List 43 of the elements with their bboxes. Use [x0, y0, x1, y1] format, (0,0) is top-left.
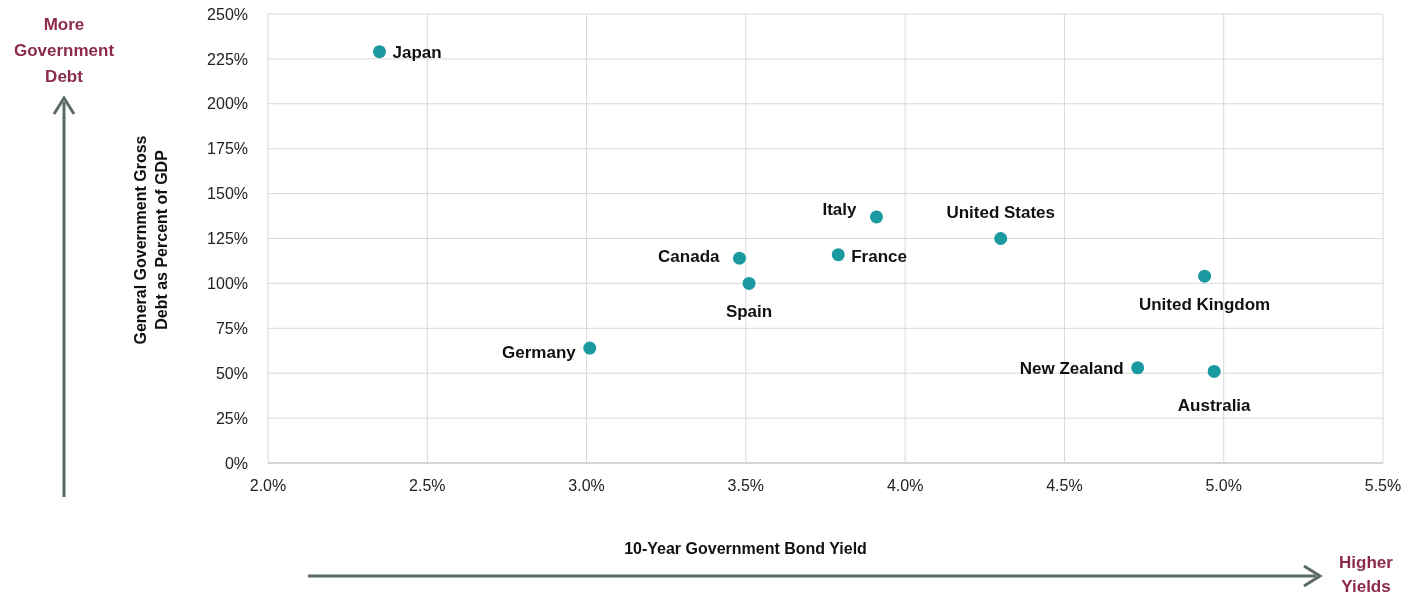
point — [1131, 361, 1145, 375]
point — [742, 276, 756, 290]
y-tick-label: 25% — [215, 409, 248, 427]
x-tick-label: 3.0% — [568, 477, 605, 494]
x-tick-label: 4.5% — [1046, 477, 1083, 494]
point — [1198, 269, 1212, 283]
annotation: Australia — [1177, 396, 1252, 416]
annotation: United Kingdom — [1138, 295, 1271, 315]
y-tick-label: 250% — [207, 5, 248, 23]
y-tick-label: 0% — [224, 454, 248, 472]
annotation: Germany — [502, 343, 577, 363]
y-tick-label: 200% — [207, 95, 248, 113]
y-tick-label: 50% — [215, 364, 248, 382]
annotation: Italy — [822, 199, 857, 219]
point — [869, 210, 883, 224]
text: More Government Debt — [13, 15, 115, 86]
y-tick-label: 75% — [215, 319, 248, 337]
y-tick-label: 150% — [207, 185, 248, 203]
annotation: Canada — [658, 247, 721, 267]
point — [1207, 364, 1221, 378]
x-tick-label: 4.0% — [886, 477, 924, 494]
point — [831, 248, 845, 262]
y-tick-label: 100% — [207, 275, 248, 292]
x-tick-label: 2.0% — [249, 477, 287, 494]
annotation: New Zealand — [1019, 358, 1124, 378]
point — [732, 251, 746, 265]
y-tick-label: 225% — [207, 50, 248, 68]
x-axis-title: 10-Year Government Bond Yield — [624, 540, 867, 557]
annotation: France — [851, 246, 907, 266]
y-tick-label: 125% — [207, 230, 248, 248]
x-tick-label: 5.5% — [1364, 477, 1402, 494]
annotation: Japan — [392, 42, 442, 62]
x-tick-label: 5.0% — [1205, 477, 1242, 494]
annotation: United States — [946, 202, 1056, 222]
y-axis-title: General Government Gross Debt as Percent of GDP — [132, 135, 170, 345]
point — [583, 341, 597, 355]
point — [373, 45, 386, 59]
text: Higher Yields — [1339, 553, 1394, 595]
x-tick-label: 2.5% — [409, 477, 446, 494]
y-tick-label: 175% — [207, 140, 248, 158]
annotation: Spain — [725, 302, 773, 322]
point — [994, 232, 1008, 245]
x-tick-label: 3.5% — [727, 477, 765, 494]
